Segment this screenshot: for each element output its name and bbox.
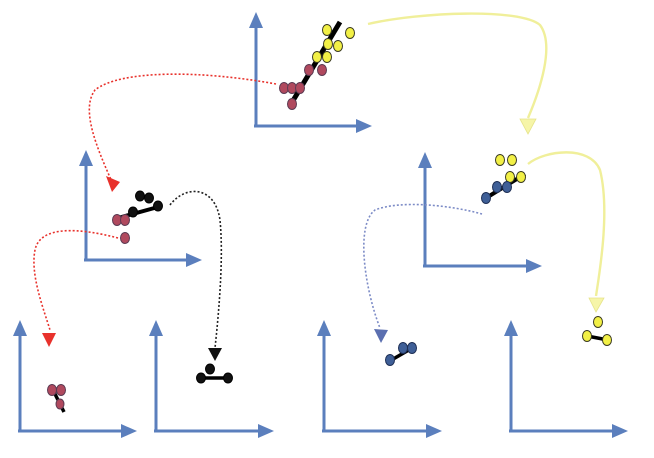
root-yellow-point bbox=[333, 40, 343, 52]
root-yellow-point bbox=[312, 51, 322, 63]
leaf-3-x-arrowhead bbox=[426, 424, 442, 438]
left-mid-points bbox=[112, 190, 163, 244]
right-mid-yellow-point bbox=[507, 154, 517, 166]
left-mid-black-point bbox=[144, 192, 154, 204]
edge-root-to-left-mid bbox=[88, 73, 277, 183]
root-red-point bbox=[287, 98, 297, 110]
leaf-2-y-arrowhead bbox=[149, 320, 163, 336]
root-red-point bbox=[304, 64, 314, 76]
leaf-4-y-arrowhead bbox=[504, 320, 518, 336]
arrowhead-right-mid bbox=[519, 118, 537, 135]
edge-arrows bbox=[33, 12, 606, 349]
leaf-3-blue-point bbox=[407, 342, 417, 354]
leaf-3-axes bbox=[317, 320, 442, 438]
left-mid-y-arrowhead bbox=[79, 150, 93, 166]
right-mid-blue-point bbox=[502, 181, 512, 193]
leaf-2-points bbox=[196, 363, 233, 384]
arrowhead-leaf-3 bbox=[374, 329, 388, 343]
edge-root-to-right-mid bbox=[367, 12, 548, 119]
right-mid-yellow-point bbox=[516, 171, 526, 183]
right-mid-blue-point bbox=[481, 192, 491, 204]
root-axes bbox=[249, 12, 372, 133]
leaf-3-points bbox=[385, 342, 417, 366]
root-points bbox=[279, 20, 355, 110]
leaf-1-red-point bbox=[47, 384, 57, 396]
leaf-4-axes bbox=[504, 320, 628, 438]
left-mid-red-point bbox=[120, 214, 130, 226]
leaf-1-y-arrowhead bbox=[13, 320, 27, 336]
leaf-4-points bbox=[582, 316, 612, 346]
root-yellow-point bbox=[322, 24, 332, 36]
right-mid-y-arrowhead bbox=[418, 152, 432, 168]
right-mid-yellow-point bbox=[495, 154, 505, 166]
right-mid-yellow-point bbox=[505, 171, 515, 183]
leaf-1-axes bbox=[13, 320, 137, 438]
root-yellow-point bbox=[345, 27, 355, 39]
arrowhead-leaf-4 bbox=[588, 297, 605, 313]
leaf-2-axes bbox=[149, 320, 274, 438]
left-mid-axes bbox=[79, 150, 202, 267]
leaf-1-red-point bbox=[56, 384, 66, 396]
leaf-4-yellow-point bbox=[593, 316, 603, 328]
leaf-4-x-arrowhead bbox=[612, 424, 628, 438]
edge-right-mid-to-leaf-3 bbox=[363, 203, 483, 329]
leaf-1-red-point bbox=[55, 398, 65, 410]
right-mid-x-arrowhead bbox=[526, 259, 542, 273]
left-mid-black-point bbox=[153, 200, 163, 212]
root-x-arrowhead bbox=[356, 119, 372, 133]
left-mid-red-point bbox=[120, 232, 130, 244]
right-mid-points bbox=[481, 154, 527, 204]
leaf-2-black-point bbox=[196, 372, 206, 384]
leaf-2-black-point bbox=[223, 372, 233, 384]
root-red-point bbox=[317, 64, 327, 76]
arrowhead-leaf-1 bbox=[42, 333, 56, 347]
root-red-point bbox=[295, 82, 305, 94]
root-y-arrowhead bbox=[249, 12, 263, 28]
arrowhead-leaf-2 bbox=[208, 348, 222, 361]
left-mid-x-arrowhead bbox=[186, 253, 202, 267]
leaf-4-yellow-point bbox=[602, 334, 612, 346]
arrowhead-left-mid bbox=[106, 176, 120, 192]
leaf-1-x-arrowhead bbox=[121, 424, 137, 438]
leaf-2-black-point bbox=[205, 363, 215, 375]
leaf-3-blue-point bbox=[385, 354, 395, 366]
root-yellow-point bbox=[323, 38, 333, 50]
edge-right-mid-to-leaf-4 bbox=[527, 151, 606, 297]
leaf-4-yellow-point bbox=[582, 330, 592, 342]
leaf-2-x-arrowhead bbox=[258, 424, 274, 438]
left-mid-black-point bbox=[128, 206, 138, 218]
right-mid-axes bbox=[418, 152, 542, 273]
edge-left-mid-to-leaf-1 bbox=[33, 229, 119, 331]
leaf-3-y-arrowhead bbox=[317, 320, 331, 336]
leaf-3-blue-point bbox=[398, 342, 408, 354]
edge-left-mid-to-leaf-2 bbox=[169, 190, 223, 349]
root-yellow-point bbox=[322, 51, 332, 63]
leaf-1-points bbox=[47, 384, 66, 413]
right-mid-blue-point bbox=[492, 181, 502, 193]
left-mid-black-point bbox=[135, 190, 145, 202]
